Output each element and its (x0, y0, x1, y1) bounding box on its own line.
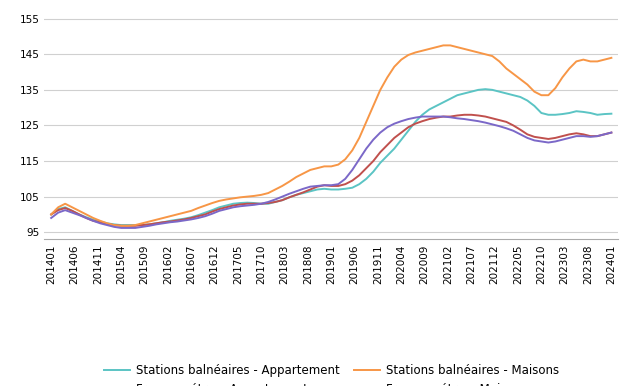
Stations balnéaires - Maisons (47, 212, 55, 217)
Legend: Stations balnéaires - Appartement, France métro. - Appartement, Stations balnéai: Stations balnéaires - Appartement, Franc… (104, 364, 558, 386)
Stations balnéaires - Maisons (517, 77, 524, 81)
Stations balnéaires - Maisons (545, 93, 552, 98)
France métro. - Appartement (565, 132, 573, 137)
Stations balnéaires - Appartement (565, 111, 573, 115)
France métro. - Appartement (404, 125, 412, 130)
Stations balnéaires - Maisons (362, 120, 370, 124)
Stations balnéaires - Appartement (404, 129, 412, 133)
Stations balnéaires - Maisons (608, 56, 615, 60)
France métro. - Maisons (475, 119, 482, 124)
France métro. - Maisons (47, 216, 55, 220)
Stations balnéaires - Appartement (608, 112, 615, 116)
France métro. - Maisons (418, 114, 426, 119)
Stations balnéaires - Maisons (565, 66, 573, 71)
Line: France métro. - Appartement: France métro. - Appartement (51, 115, 611, 226)
Line: Stations balnéaires - Appartement: Stations balnéaires - Appartement (51, 89, 611, 225)
France métro. - Appartement (362, 166, 370, 171)
Stations balnéaires - Maisons (440, 43, 447, 48)
France métro. - Appartement (117, 223, 125, 228)
France métro. - Appartement (545, 137, 552, 141)
Stations balnéaires - Appartement (517, 95, 524, 99)
Stations balnéaires - Maisons (475, 50, 482, 55)
Stations balnéaires - Appartement (47, 212, 55, 217)
Stations balnéaires - Appartement (481, 87, 489, 91)
France métro. - Appartement (47, 212, 55, 217)
France métro. - Maisons (608, 130, 615, 135)
France métro. - Maisons (117, 225, 125, 230)
France métro. - Maisons (565, 135, 573, 140)
Stations balnéaires - Appartement (468, 89, 475, 94)
Line: Stations balnéaires - Maisons: Stations balnéaires - Maisons (51, 46, 611, 226)
France métro. - Maisons (362, 146, 370, 151)
Stations balnéaires - Appartement (362, 176, 370, 181)
France métro. - Appartement (608, 130, 615, 135)
France métro. - Maisons (517, 132, 524, 137)
France métro. - Appartement (475, 113, 482, 118)
France métro. - Maisons (404, 117, 412, 121)
France métro. - Appartement (517, 127, 524, 132)
France métro. - Appartement (461, 112, 468, 117)
Stations balnéaires - Appartement (545, 112, 552, 117)
Stations balnéaires - Maisons (117, 223, 125, 228)
Stations balnéaires - Maisons (404, 52, 412, 57)
Line: France métro. - Maisons: France métro. - Maisons (51, 117, 611, 228)
Stations balnéaires - Appartement (117, 223, 125, 227)
France métro. - Maisons (545, 140, 552, 145)
